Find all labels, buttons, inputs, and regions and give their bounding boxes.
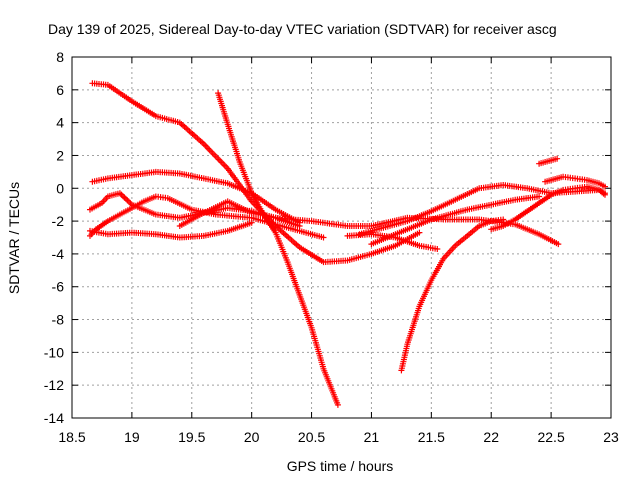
x-tick-label: 22.5 — [537, 429, 564, 445]
series-markers — [176, 198, 562, 248]
series-markers — [398, 216, 507, 374]
y-tick-label: 2 — [56, 147, 64, 163]
series-prn-l — [488, 183, 608, 233]
x-tick-label: 19.5 — [178, 429, 205, 445]
y-tick-label: -14 — [44, 410, 64, 426]
series-prn-k — [368, 193, 543, 248]
series-prn-m — [542, 173, 608, 190]
grid — [71, 56, 612, 419]
x-tick-label: 19 — [124, 429, 140, 445]
series-prn-f — [87, 219, 255, 241]
y-tick-label: -10 — [44, 344, 64, 360]
y-tick-label: -4 — [52, 246, 65, 262]
series-prn-g — [176, 198, 562, 248]
x-tick-label: 18.5 — [58, 429, 85, 445]
series-markers — [89, 168, 303, 226]
series-markers — [89, 80, 423, 266]
x-tick-label: 20 — [244, 429, 260, 445]
series-markers — [542, 173, 608, 190]
y-tick-label: -12 — [44, 377, 64, 393]
series-prn-d — [89, 168, 303, 226]
y-tick-label: -2 — [52, 213, 65, 229]
chart-title: Day 139 of 2025, Sidereal Day-to-day VTE… — [48, 21, 557, 37]
series-prn-i — [398, 216, 507, 374]
x-tick-label: 20.5 — [298, 429, 325, 445]
series-markers — [215, 90, 341, 408]
series-prn-b — [215, 90, 341, 408]
x-tick-label: 23 — [603, 429, 619, 445]
series-markers — [536, 155, 561, 167]
series-markers — [87, 219, 255, 241]
x-tick-label: 21 — [364, 429, 380, 445]
y-tick-label: 8 — [56, 49, 64, 65]
series-markers — [488, 183, 608, 233]
y-tick-label: 0 — [56, 180, 64, 196]
y-tick-label: -6 — [52, 279, 65, 295]
x-tick-label: 22 — [483, 429, 499, 445]
x-tick-label: 21.5 — [418, 429, 445, 445]
data-series — [87, 80, 608, 408]
x-axis-label: GPS time / hours — [287, 458, 394, 474]
axis-ticks: 18.5 19 19.5 20 20.5 21 21.5 22 22.5 23-14-12-10-… — [44, 49, 619, 445]
series-markers — [368, 193, 543, 248]
y-tick-label: 6 — [56, 82, 64, 98]
y-tick-label: -8 — [52, 312, 65, 328]
series-prn-n — [536, 155, 561, 167]
plot-frame — [71, 56, 612, 419]
series-prn-a — [89, 80, 423, 266]
y-tick-label: 4 — [56, 115, 64, 131]
y-axis-label: SDTVAR / TECUs — [6, 182, 22, 294]
